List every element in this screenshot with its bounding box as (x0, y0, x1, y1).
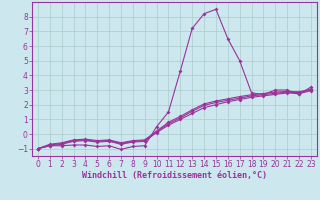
X-axis label: Windchill (Refroidissement éolien,°C): Windchill (Refroidissement éolien,°C) (82, 171, 267, 180)
